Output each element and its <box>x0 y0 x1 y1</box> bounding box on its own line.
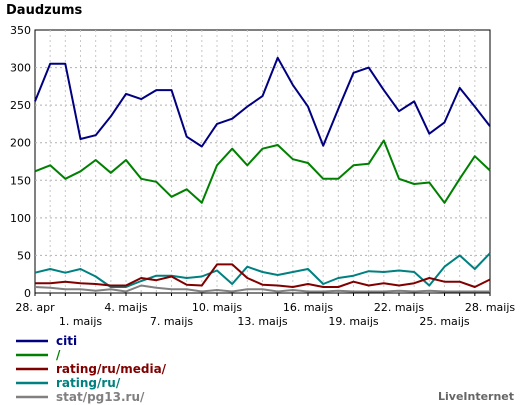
legend-label: citi <box>56 334 77 348</box>
legend-label: rating/ru/ <box>56 376 121 390</box>
series-line <box>34 56 491 148</box>
series-line <box>35 263 491 288</box>
y-tick-label: 350 <box>10 24 31 37</box>
x-tick-label: 28. maijs <box>465 301 516 314</box>
x-tick-label: 28. apr <box>15 301 55 314</box>
y-tick-label: 0 <box>24 287 31 300</box>
x-tick-label: 7. maijs <box>150 315 194 328</box>
y-tick-label: 50 <box>17 249 31 262</box>
y-axis-ticks: 0 50 100 150 200 250 300 350 <box>10 24 31 300</box>
series-line <box>34 139 491 204</box>
series-lines <box>34 56 491 293</box>
series-line <box>34 284 490 293</box>
series-line <box>34 252 491 288</box>
x-tick-label: 4. maijs <box>104 301 148 314</box>
grid <box>35 30 490 293</box>
y-tick-label: 100 <box>10 212 31 225</box>
x-tick-label: 1. maijs <box>59 315 103 328</box>
chart-title: Daudzums <box>6 3 82 18</box>
x-tick-label: 10. maijs <box>192 301 243 314</box>
x-tick-label: 25. maijs <box>419 315 470 328</box>
y-tick-label: 150 <box>10 174 31 187</box>
x-tick-label: 19. maijs <box>328 315 379 328</box>
y-tick-label: 250 <box>10 99 31 112</box>
brand-label: LiveInternet <box>438 390 514 403</box>
legend-label: / <box>56 348 61 362</box>
y-tick-label: 200 <box>10 137 31 150</box>
legend: citi/rating/ru/media/rating/ru/stat/pg13… <box>16 334 167 404</box>
x-tick-label: 16. maijs <box>283 301 334 314</box>
legend-label: rating/ru/media/ <box>56 362 167 376</box>
legend-label: stat/pg13.ru/ <box>56 390 145 404</box>
x-tick-label: 22. maijs <box>374 301 425 314</box>
x-tick-label: 13. maijs <box>237 315 288 328</box>
x-axis-ticks: 28. apr 4. maijs 10. maijs 16. maijs 22. mai… <box>15 293 515 328</box>
y-tick-label: 300 <box>10 62 31 75</box>
plot-area <box>34 29 491 294</box>
